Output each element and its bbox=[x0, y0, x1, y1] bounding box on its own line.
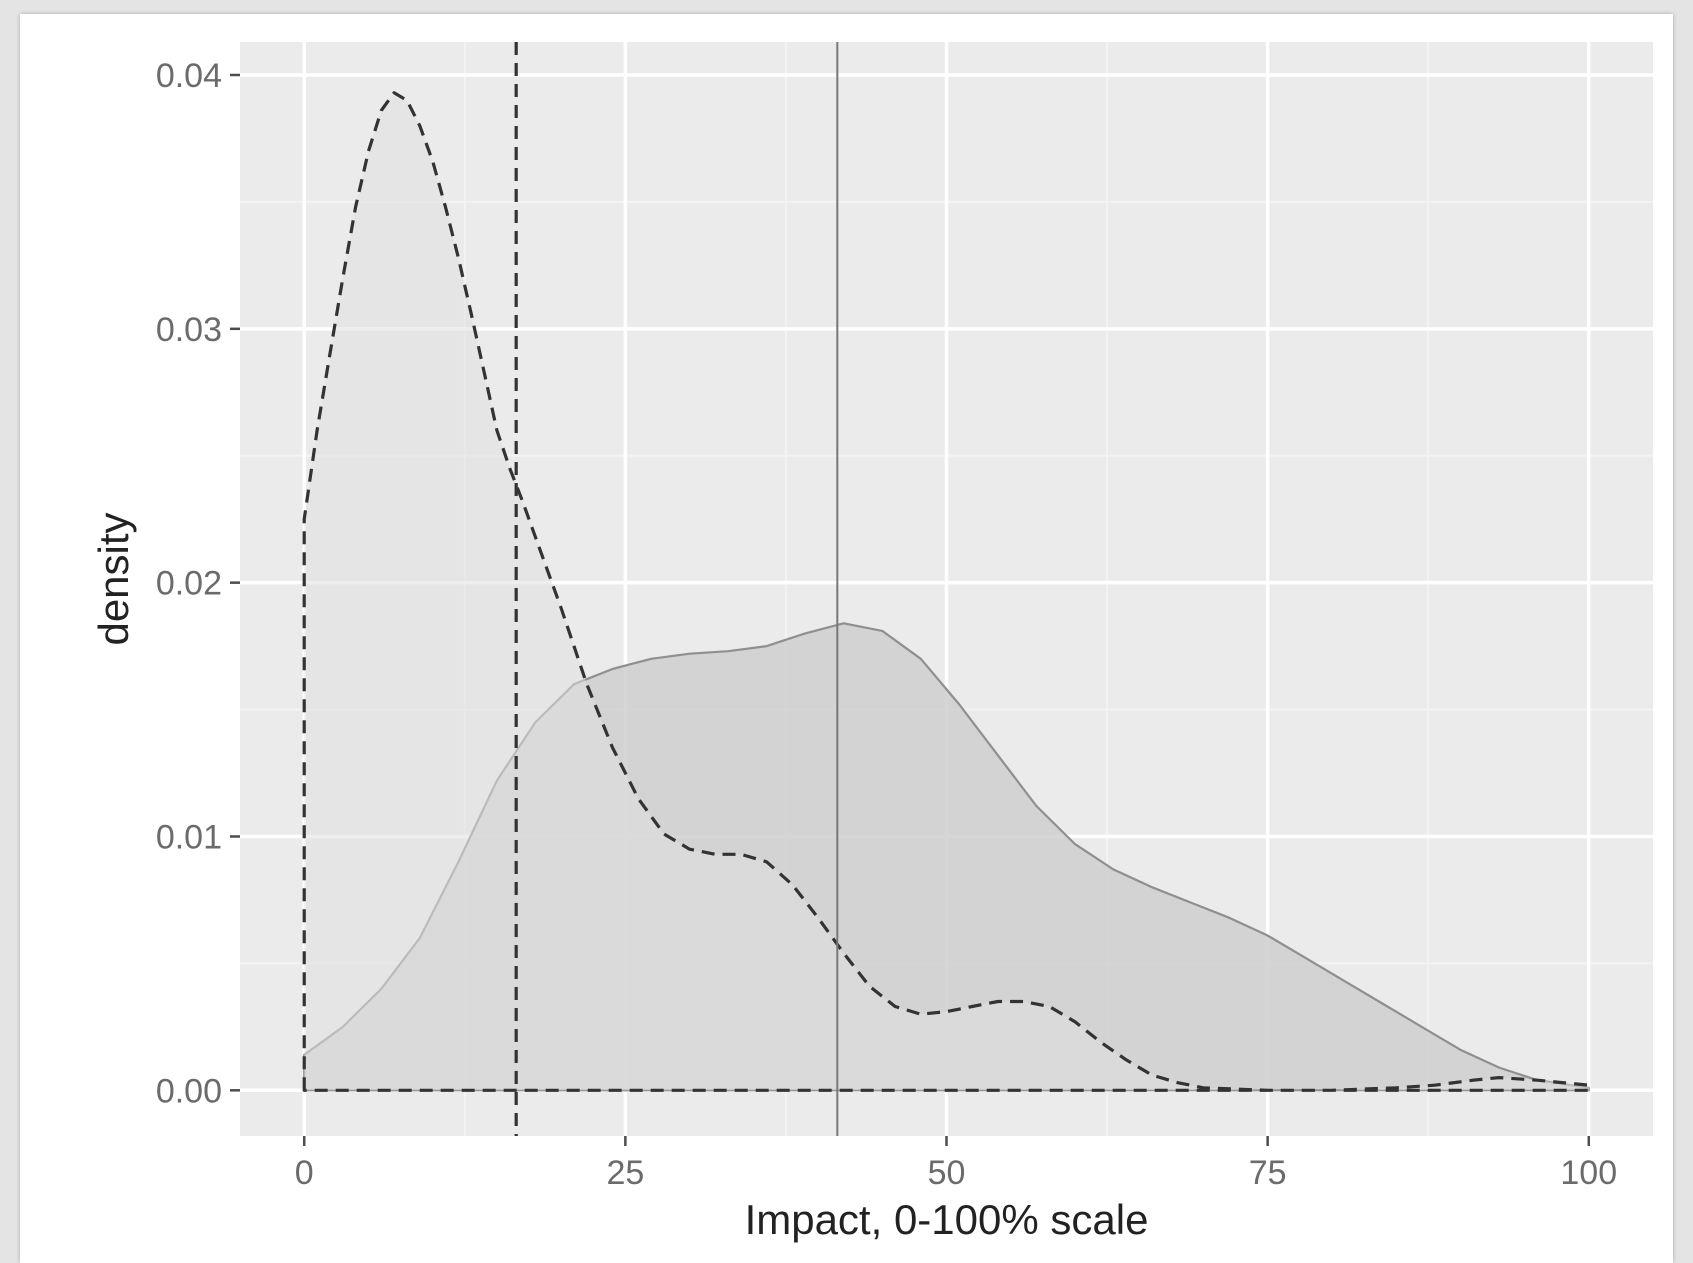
density-chart: 0.00 0.01 0.02 0.03 0.04 0 25 50 75 100 Impact, … bbox=[90, 42, 1653, 1243]
series-layer bbox=[302, 91, 1591, 1092]
x-tick-label: 50 bbox=[928, 1154, 966, 1192]
x-tick-label: 0 bbox=[295, 1154, 314, 1192]
density-area-dashed bbox=[302, 91, 1591, 1092]
reference-lines bbox=[514, 42, 839, 1136]
y-tick-label: 0.01 bbox=[156, 818, 222, 856]
x-tick-label: 25 bbox=[606, 1154, 644, 1192]
y-tick-label: 0.02 bbox=[156, 565, 222, 603]
x-axis-title: Impact, 0-100% scale bbox=[745, 1196, 1149, 1243]
y-axis-title: density bbox=[90, 512, 137, 645]
figure-frame: 0.00 0.01 0.02 0.03 0.04 0 25 50 75 100 Impact, … bbox=[20, 14, 1673, 1263]
x-axis: 0 25 50 75 100 bbox=[295, 1136, 1617, 1192]
x-tick-label: 75 bbox=[1249, 1154, 1287, 1192]
y-axis: 0.00 0.01 0.02 0.03 0.04 bbox=[156, 57, 240, 1110]
x-tick-label: 100 bbox=[1560, 1154, 1617, 1192]
y-tick-label: 0.04 bbox=[156, 57, 222, 95]
y-tick-label: 0.00 bbox=[156, 1072, 222, 1110]
y-tick-label: 0.03 bbox=[156, 311, 222, 349]
